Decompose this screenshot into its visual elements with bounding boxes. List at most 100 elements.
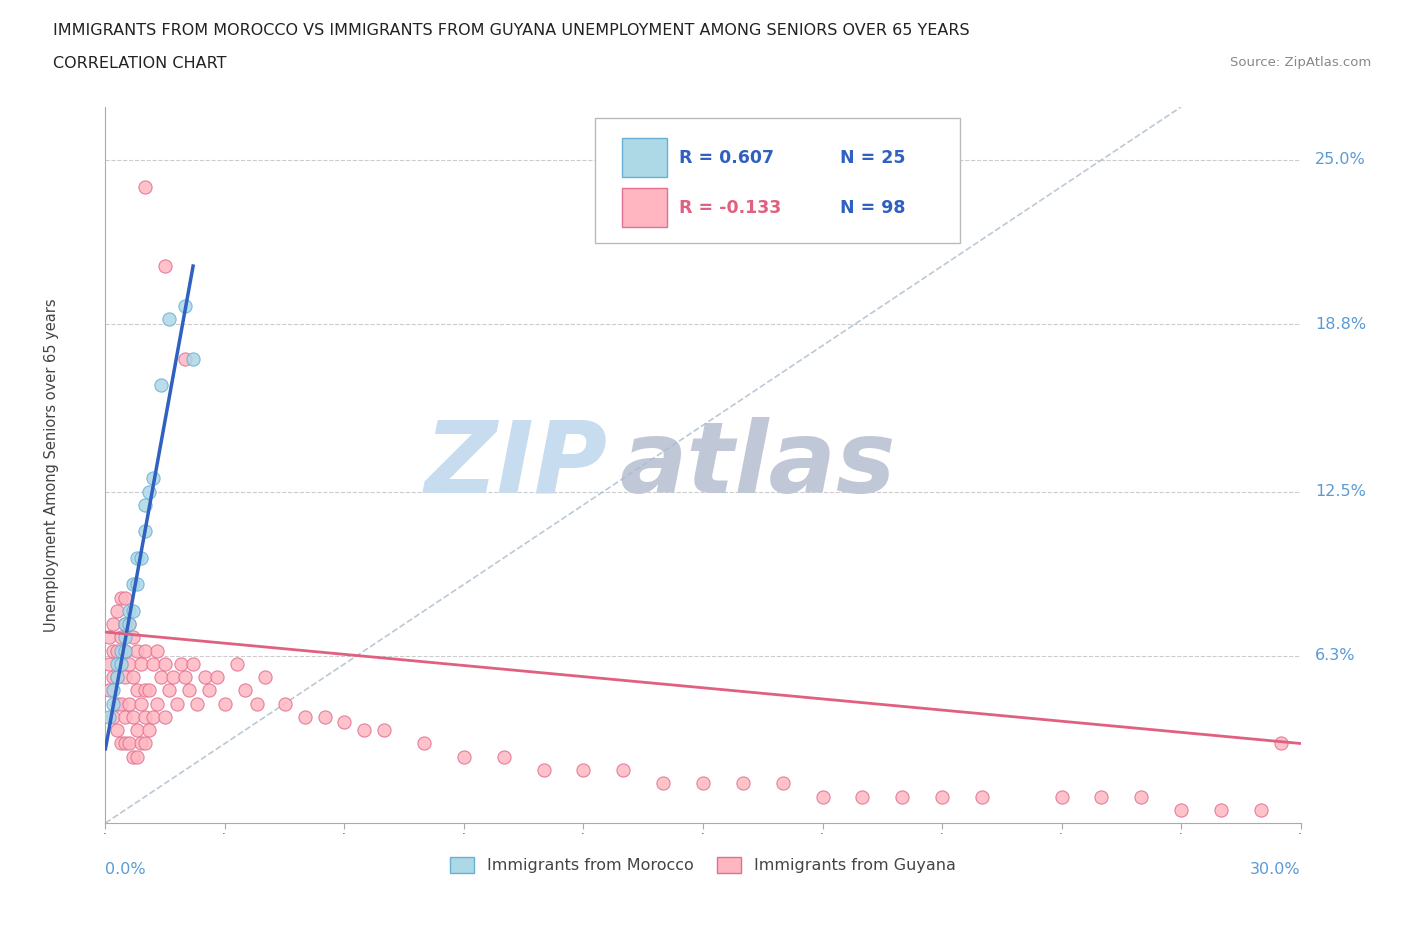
Point — [134, 524, 156, 538]
Point — [970, 789, 993, 804]
Point — [166, 697, 188, 711]
Point — [122, 710, 145, 724]
Point — [110, 697, 132, 711]
Point — [157, 683, 180, 698]
Point — [453, 750, 475, 764]
Point — [134, 736, 156, 751]
Point — [118, 604, 141, 618]
Point — [122, 630, 145, 644]
Point — [181, 657, 204, 671]
Point — [129, 736, 153, 751]
Point — [572, 763, 595, 777]
Point — [146, 697, 169, 711]
Point — [134, 498, 156, 512]
Point — [103, 670, 125, 684]
Point — [98, 683, 121, 698]
Point — [114, 710, 136, 724]
Point — [129, 551, 153, 565]
Text: 12.5%: 12.5% — [1315, 484, 1365, 499]
Text: N = 25: N = 25 — [841, 149, 905, 166]
Point — [114, 644, 136, 658]
Point — [114, 736, 136, 751]
Text: R = -0.133: R = -0.133 — [679, 199, 782, 217]
Point — [127, 644, 149, 658]
Point — [205, 670, 228, 684]
Point — [122, 670, 145, 684]
Point — [246, 697, 269, 711]
Point — [114, 617, 136, 631]
Point — [174, 352, 197, 366]
Point — [153, 710, 177, 724]
Legend: Immigrants from Morocco, Immigrants from Guyana: Immigrants from Morocco, Immigrants from… — [443, 850, 963, 880]
Point — [98, 657, 121, 671]
Point — [851, 789, 873, 804]
Point — [731, 776, 754, 790]
Point — [107, 670, 129, 684]
Point — [110, 591, 132, 605]
Point — [138, 485, 160, 499]
Point — [134, 644, 156, 658]
Point — [127, 750, 149, 764]
Text: IMMIGRANTS FROM MOROCCO VS IMMIGRANTS FROM GUYANA UNEMPLOYMENT AMONG SENIORS OVE: IMMIGRANTS FROM MOROCCO VS IMMIGRANTS FR… — [53, 23, 970, 38]
Point — [194, 670, 217, 684]
Point — [114, 670, 136, 684]
Point — [170, 657, 193, 671]
Point — [134, 710, 156, 724]
Point — [107, 657, 129, 671]
Point — [333, 715, 356, 730]
Point — [103, 710, 125, 724]
Point — [153, 259, 177, 273]
Point — [118, 617, 141, 631]
Point — [233, 683, 256, 698]
Text: 0.0%: 0.0% — [105, 862, 146, 877]
Point — [129, 697, 153, 711]
Point — [150, 378, 173, 392]
Text: R = 0.607: R = 0.607 — [679, 149, 775, 166]
Point — [225, 657, 249, 671]
Point — [142, 710, 165, 724]
Text: ZIP: ZIP — [425, 417, 607, 513]
Point — [891, 789, 914, 804]
Point — [114, 630, 136, 644]
Point — [127, 683, 149, 698]
Point — [253, 670, 276, 684]
Point — [373, 723, 395, 737]
Point — [103, 697, 125, 711]
Text: Source: ZipAtlas.com: Source: ZipAtlas.com — [1230, 56, 1371, 69]
Point — [107, 723, 129, 737]
Point — [314, 710, 336, 724]
Point — [127, 577, 149, 591]
Point — [114, 617, 136, 631]
Point — [134, 179, 156, 194]
Point — [122, 750, 145, 764]
Text: 18.8%: 18.8% — [1315, 317, 1367, 332]
Text: 6.3%: 6.3% — [1315, 648, 1355, 663]
Point — [1209, 803, 1232, 817]
Point — [107, 604, 129, 618]
Point — [153, 657, 177, 671]
Point — [492, 750, 515, 764]
Point — [103, 617, 125, 631]
FancyBboxPatch shape — [596, 118, 960, 243]
Point — [150, 670, 173, 684]
Point — [98, 630, 121, 644]
Point — [772, 776, 794, 790]
Point — [114, 644, 136, 658]
Point — [931, 789, 953, 804]
Point — [110, 736, 132, 751]
Point — [138, 683, 160, 698]
Point — [103, 644, 125, 658]
Point — [174, 299, 197, 313]
Text: 25.0%: 25.0% — [1315, 153, 1365, 167]
Point — [110, 644, 132, 658]
Point — [114, 591, 136, 605]
Point — [134, 683, 156, 698]
FancyBboxPatch shape — [621, 188, 666, 227]
Point — [1130, 789, 1153, 804]
Point — [1090, 789, 1112, 804]
Point — [110, 630, 132, 644]
Point — [98, 710, 121, 724]
Point — [107, 697, 129, 711]
Point — [1250, 803, 1272, 817]
Point — [214, 697, 236, 711]
